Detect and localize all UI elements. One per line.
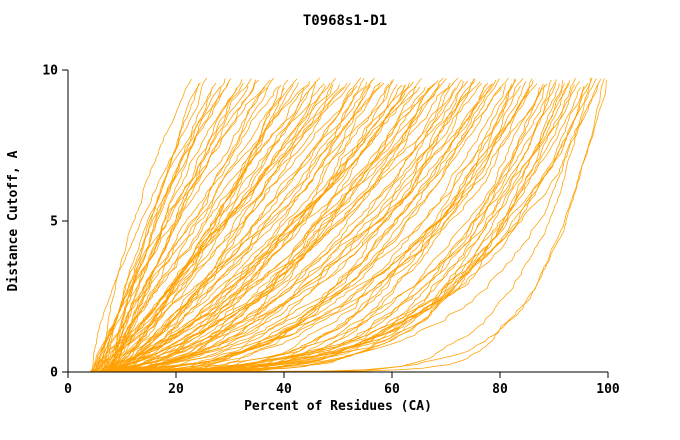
x-tick-label: 60 [384, 382, 400, 397]
model-curve [96, 83, 589, 373]
model-curve [93, 82, 556, 373]
x-tick-label: 0 [64, 382, 72, 397]
model-curve [102, 78, 533, 373]
model-curve [89, 82, 451, 373]
model-curve [113, 78, 500, 373]
model-curves [89, 77, 607, 373]
model-curve [96, 82, 299, 373]
model-curve [107, 78, 337, 373]
x-tick-label: 100 [596, 382, 620, 397]
model-curve [97, 83, 454, 373]
model-curve [94, 87, 266, 373]
model-curve [93, 86, 279, 373]
model-curve [115, 82, 569, 373]
model-curve [103, 78, 597, 373]
model-curve [113, 77, 375, 373]
model-curve [102, 78, 475, 373]
model-curve [113, 83, 507, 373]
model-curve [98, 80, 310, 373]
model-curve [90, 80, 534, 373]
model-curve [97, 84, 406, 373]
model-curve [96, 81, 367, 373]
model-curve [105, 78, 298, 373]
model-curve [100, 86, 426, 373]
axes: 0 20 40 60 80 100 0 5 10 [42, 64, 620, 398]
model-curve [100, 82, 348, 373]
model-curve [92, 78, 252, 373]
model-curve [98, 83, 493, 373]
model-curve [111, 78, 602, 373]
model-curve [114, 83, 483, 373]
model-curve [92, 79, 462, 373]
model-curve [95, 85, 585, 373]
model-curve [116, 79, 557, 373]
model-curve [103, 86, 344, 373]
model-curve [91, 80, 439, 373]
x-tick-label: 40 [276, 382, 292, 397]
model-curve [110, 86, 421, 373]
x-axis-label: Percent of Residues (CA) [244, 399, 432, 414]
model-curve [91, 78, 524, 373]
model-curve [91, 77, 208, 372]
model-curve [110, 77, 593, 373]
y-tick-label: 10 [42, 64, 58, 79]
model-curve [113, 87, 429, 373]
model-curve [111, 83, 560, 373]
model-curve [115, 81, 382, 373]
model-curve [109, 79, 271, 373]
model-curve [112, 82, 201, 373]
model-curve [106, 83, 325, 373]
model-curve [103, 83, 381, 373]
x-tick-label: 80 [492, 382, 508, 397]
chart-title: T0968s1-D1 [303, 13, 387, 29]
model-curve [100, 87, 269, 373]
model-curve [95, 87, 502, 373]
model-curve [100, 77, 592, 373]
model-curve [109, 78, 605, 373]
model-curve [94, 83, 538, 373]
model-curve [90, 82, 244, 373]
model-curve [97, 81, 481, 373]
model-curve [93, 87, 285, 373]
model-curve [105, 84, 294, 373]
y-tick-label: 0 [50, 366, 58, 381]
model-curve [92, 84, 309, 373]
model-curve [94, 83, 548, 373]
model-curve [114, 77, 274, 373]
model-curve [113, 87, 582, 373]
model-curve [96, 83, 390, 373]
y-axis-label: Distance Cutoff, A [6, 150, 21, 291]
model-curve [102, 83, 513, 373]
model-curve [92, 79, 497, 373]
x-tick-label: 20 [168, 382, 184, 397]
model-curve [93, 80, 468, 373]
model-curve [91, 77, 365, 373]
model-curve [113, 83, 200, 373]
y-tick-label: 5 [50, 215, 58, 230]
model-curve [99, 84, 576, 373]
model-curve [116, 85, 405, 373]
model-curve [111, 83, 351, 373]
model-curve [92, 79, 257, 373]
model-curve [103, 79, 607, 373]
model-curve [112, 84, 340, 373]
model-curve [106, 78, 447, 373]
